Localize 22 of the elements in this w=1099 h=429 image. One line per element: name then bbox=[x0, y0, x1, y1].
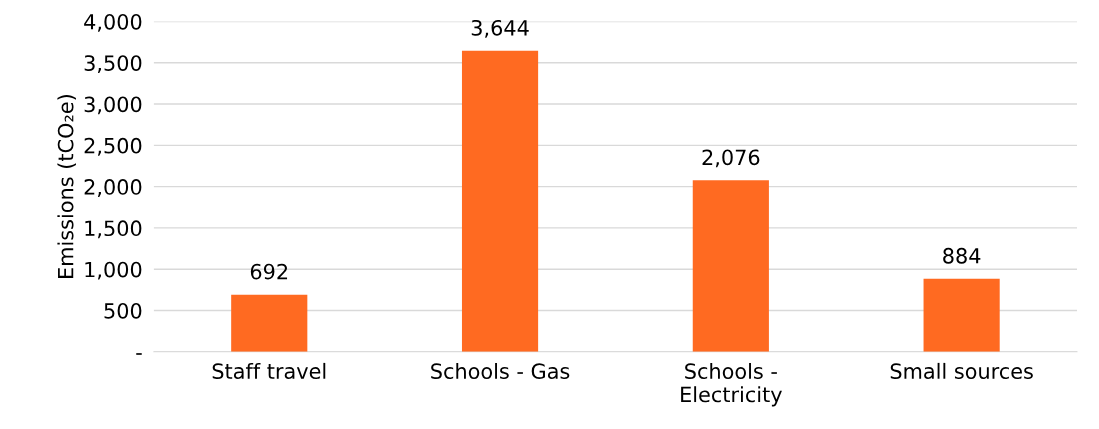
bar bbox=[692, 180, 769, 352]
bar bbox=[923, 278, 1000, 352]
y-tick-label: 500 bbox=[104, 302, 142, 319]
x-tick-label: Schools - Electricity bbox=[681, 362, 782, 407]
y-tick-label: 1,500 bbox=[85, 220, 142, 239]
y-tick-label: 4,000 bbox=[84, 13, 142, 32]
data-label: 2,076 bbox=[702, 149, 760, 168]
bar bbox=[231, 294, 308, 352]
y-tick-label: - bbox=[136, 353, 142, 355]
data-label: 692 bbox=[250, 263, 288, 280]
y-axis-title: Emissions (tCO₂e) bbox=[57, 95, 76, 278]
y-tick-label: 2,000 bbox=[84, 179, 142, 197]
y-tick-label: 1,000 bbox=[85, 261, 142, 280]
data-label: 3,644 bbox=[471, 19, 529, 38]
bar bbox=[461, 50, 539, 352]
x-tick-label: Staff travel bbox=[212, 362, 326, 380]
y-tick-label: 3,000 bbox=[84, 96, 142, 115]
x-tick-label: Small sources bbox=[890, 362, 1033, 380]
y-tick-label: 2,500 bbox=[84, 137, 142, 156]
y-tick-label: 3,500 bbox=[84, 55, 142, 74]
x-tick-label: Schools - Gas bbox=[431, 362, 570, 380]
data-label: 884 bbox=[943, 247, 981, 264]
